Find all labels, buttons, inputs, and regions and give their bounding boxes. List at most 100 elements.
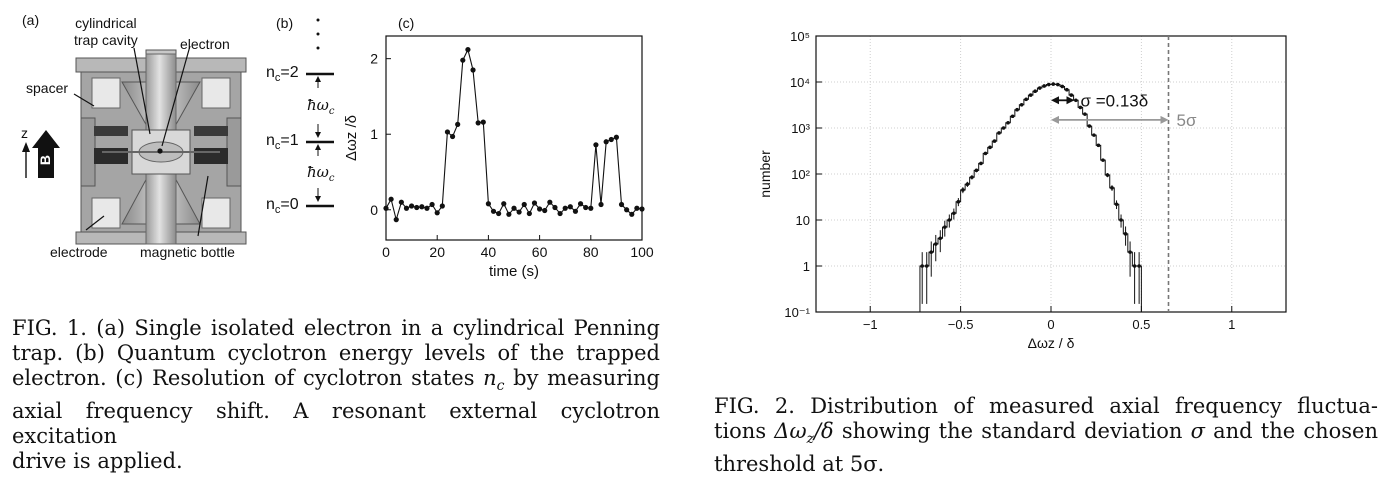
data-point: [567, 204, 573, 210]
data-point: [465, 47, 471, 53]
data-point: [398, 199, 404, 205]
data-point: [613, 134, 619, 140]
level-label-2: nc=2: [266, 64, 299, 85]
histogram-point: [933, 242, 938, 246]
data-point: [388, 196, 394, 202]
data-point: [434, 210, 440, 216]
panel-a-label: (a): [22, 12, 40, 28]
data-point: [393, 217, 399, 223]
histogram-point: [1069, 93, 1074, 97]
caption1-line1: FIG. 1. (a) Single isolated electron in …: [12, 316, 660, 340]
histogram-point: [1096, 143, 1101, 148]
histogram-point: [970, 175, 974, 180]
caption2-line1: FIG. 2. Distribution of measured axial f…: [714, 394, 1378, 418]
data-point: [480, 119, 486, 125]
caption1-line2: trap. (b) Quantum cyclotron energy level…: [12, 341, 660, 365]
data-point: [449, 133, 456, 140]
x-tick-label: 40: [481, 244, 497, 260]
histogram-point: [1010, 114, 1015, 119]
caption2-line3: threshold at 5σ.: [714, 452, 885, 477]
data-point: [531, 200, 538, 206]
data-point: [501, 201, 507, 207]
histogram-point: [1074, 98, 1078, 103]
histogram-point: [1092, 133, 1096, 137]
y-axis-label: Δωz /δ: [343, 115, 360, 161]
histogram-point: [1119, 218, 1123, 222]
histogram-point: [952, 211, 956, 216]
y-tick-label: 10⁵: [790, 29, 810, 44]
histogram-point: [1042, 84, 1047, 88]
histogram-point: [1060, 84, 1065, 89]
histogram-point: [947, 218, 952, 222]
data-point: [547, 199, 553, 205]
x-tick-label: −0.5: [948, 317, 974, 332]
histogram-point: [979, 161, 983, 166]
threshold-arrow-head-left: [1051, 115, 1059, 124]
level-label-1: nc=1: [266, 132, 299, 153]
y-tick-label: 10⁻¹: [784, 305, 810, 320]
figure-2-caption: FIG. 2. Distribution of measured axial f…: [714, 394, 1378, 477]
panel-c-label: (c): [398, 15, 415, 31]
data-point: [598, 201, 604, 208]
histogram-point: [1015, 107, 1019, 112]
data-point: [496, 210, 502, 217]
histogram-point: [1006, 120, 1010, 125]
histogram-point: [1001, 126, 1006, 130]
plot-frame: [385, 35, 643, 241]
sigma-annotation: σ =0.13δ: [1081, 91, 1149, 110]
magnetic-bottle-annotation: magnetic bottle: [140, 244, 235, 260]
electron-annotation: electron: [180, 36, 230, 52]
y-tick-label: 1: [803, 259, 810, 274]
y-tick-label: 0: [370, 202, 378, 218]
histogram-point: [920, 264, 925, 268]
x-tick-label: 0.5: [1132, 317, 1150, 332]
caption1-line4: axial frequency shift. A resonant extern…: [12, 399, 660, 449]
x-tick-label: 0: [1047, 317, 1054, 332]
cavity-annotation: cylindrical trap cavity: [74, 15, 138, 48]
data-point: [470, 67, 476, 73]
data-point: [419, 204, 425, 210]
data-point: [618, 201, 625, 208]
data-point: [460, 57, 466, 63]
b-field-arrow: [32, 130, 60, 178]
data-point: [583, 204, 589, 211]
y-tick-label: 10⁴: [790, 75, 810, 90]
histogram-point: [988, 145, 992, 150]
histogram-outline: [919, 83, 1142, 312]
frequency-fluctuation-histogram: 10⁻¹ 1 10 10² 10³ 10⁴ 10⁵ −1 −0.5 0 0.5 1 Δωz / δ num…: [757, 29, 1287, 351]
histogram-point: [1132, 264, 1137, 268]
level-label-0: nc=0: [266, 196, 299, 217]
threshold-arrow-head-right: [1160, 115, 1169, 124]
electron-dot: [157, 148, 163, 154]
data-point: [593, 142, 599, 148]
data-point: [577, 201, 584, 207]
data-point: [383, 205, 389, 211]
histogram-point: [956, 199, 961, 204]
histogram-point: [1051, 82, 1056, 86]
data-point: [542, 207, 548, 214]
transition-label-lower: ħωc: [307, 163, 335, 184]
x-tick-label: 100: [630, 244, 654, 260]
caption1-line5: drive is applied.: [12, 449, 183, 474]
data-point: [537, 206, 543, 212]
x-tick-label: −1: [863, 317, 878, 332]
data-point: [475, 120, 481, 126]
data-point: [403, 205, 410, 211]
data-point: [455, 121, 461, 127]
sigma-arrow-head-right: [1066, 96, 1075, 105]
energy-level-diagram: [306, 18, 334, 208]
histogram-point: [1137, 264, 1141, 268]
x-tick-label: 0: [382, 244, 390, 260]
data-point: [552, 204, 558, 211]
histogram-point: [1083, 112, 1087, 116]
data-point: [511, 205, 517, 211]
series-line: [385, 47, 643, 222]
x-axis-label: time (s): [489, 263, 539, 280]
data-point: [572, 208, 579, 214]
caption1-line3: electron. (c) Resolution of cyclotron st…: [12, 366, 660, 395]
sigma-arrow-head-left: [1051, 96, 1059, 105]
data-point: [444, 129, 451, 135]
z-axis-label: z: [21, 125, 28, 141]
data-point: [506, 211, 512, 217]
data-point: [629, 211, 635, 217]
